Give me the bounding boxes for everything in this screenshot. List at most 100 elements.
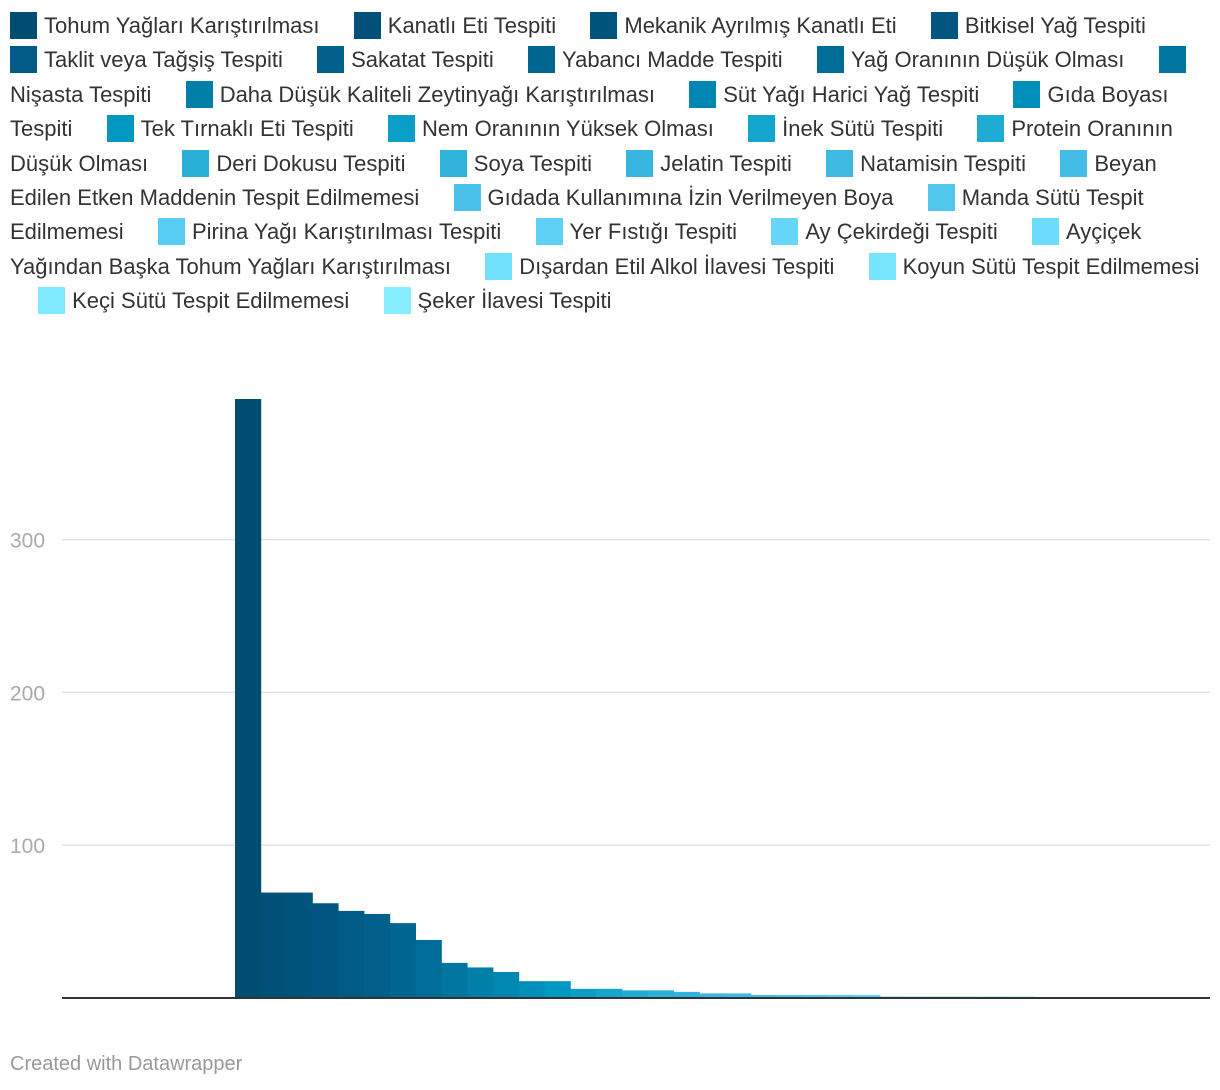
legend-swatch <box>1013 80 1041 108</box>
legend-swatch <box>927 184 955 212</box>
legend-label: Nişasta Tespiti <box>10 81 152 107</box>
credit-text: Created with Datawrapper <box>10 1053 243 1075</box>
legend-label: Jelatin Tespiti <box>660 150 792 176</box>
legend-swatch <box>826 149 854 177</box>
legend-item: Ay Çekirdeği Tespiti <box>771 218 998 246</box>
legend-swatch <box>10 12 37 39</box>
legend-label: Beyan Edilen Etken Maddenin Tespit Edilm… <box>10 150 1157 211</box>
legend-item: Sakatat Tespiti <box>317 46 494 74</box>
legend-swatch <box>185 80 213 108</box>
legend-item: Soya Tespiti <box>439 149 592 177</box>
legend-swatch <box>383 287 411 315</box>
bar <box>364 913 391 998</box>
legend-item: Dışardan Etil Alkol İlavesi Tespiti <box>485 252 835 280</box>
legend-item: Tek Tırnaklı Eti Tespiti <box>106 115 354 143</box>
legend-label: Taklit veya Tağşiş Tespiti <box>44 47 283 73</box>
legend-label: Koyun Sütü Tespit Edilmemesi <box>902 253 1200 279</box>
legend-label: Protein Oranının Düşük Olması <box>10 116 1173 176</box>
legend-item: Manda Sütü Tespit Edilmemesi <box>10 184 1144 245</box>
legend-item: Ayçiçek Yağından Başka Tohum Yağları Kar… <box>10 218 1141 279</box>
legend-label: Keçi Sütü Tespit Edilmemesi <box>72 288 350 314</box>
legend-label: Mekanik Ayrılmış Kanatlı Eti <box>624 13 897 38</box>
legend-swatch <box>453 184 481 212</box>
legend-item: İnek Sütü Tespiti <box>748 115 944 143</box>
legend-item: Protein Oranının Düşük Olması <box>10 115 1173 176</box>
legend-label: Tohum Yağları Karıştırılması <box>44 13 320 38</box>
legend-label: Soya Tespiti <box>473 150 592 176</box>
bar <box>673 991 700 998</box>
chart-legend: Tohum Yağları Karıştırılması Kanatlı Eti… <box>10 9 1205 319</box>
legend-label: Bitkisel Yağ Tespiti <box>964 13 1146 38</box>
legend-swatch <box>1031 218 1059 246</box>
legend-label: Gıda Boyası Tespiti <box>10 81 1169 142</box>
bar <box>312 903 339 998</box>
legend-item: Jelatin Tespiti <box>626 149 792 177</box>
legend-item: Süt Yağı Harici Yağ Tespiti <box>689 80 979 108</box>
legend-swatch <box>353 12 381 39</box>
legend-swatch <box>626 149 654 177</box>
y-tick-label: 300 <box>10 530 45 553</box>
bar <box>776 994 803 998</box>
legend-label: Ay Çekirdeği Tespiti <box>805 219 998 245</box>
legend-label: Yer Fıstığı Tespiti <box>569 219 738 245</box>
bar <box>854 994 881 998</box>
legend-swatch <box>977 115 1005 143</box>
legend-label: İnek Sütü Tespiti <box>782 116 944 142</box>
legend-label: Daha Düşük Kaliteli Zeytinyağı Karıştırı… <box>219 81 655 107</box>
legend-item: Tohum Yağları Karıştırılması <box>10 12 320 39</box>
y-tick-label: 100 <box>10 835 45 858</box>
legend-item: Gıdada Kullanımına İzin Verilmeyen Boya <box>453 184 894 212</box>
legend-label: Dışardan Etil Alkol İlavesi Tespiti <box>519 253 835 279</box>
legend-item: Yabancı Madde Tespiti <box>528 46 783 74</box>
legend-item: Pirina Yağı Karıştırılması Tespiti <box>157 218 502 246</box>
legend-item: Taklit veya Tağşiş Tespiti <box>10 46 283 74</box>
bar <box>544 981 571 998</box>
legend-swatch <box>106 115 134 143</box>
bar <box>699 993 726 998</box>
bar <box>751 994 778 998</box>
legend-item: Bitkisel Yağ Tespiti <box>930 12 1146 39</box>
bar <box>647 990 674 998</box>
legend-swatch <box>439 149 467 177</box>
legend-label: Pirina Yağı Karıştırılması Tespiti <box>191 219 502 245</box>
legend-label: Gıdada Kullanımına İzin Verilmeyen Boya <box>487 185 894 211</box>
legend-item: Keçi Sütü Tespit Edilmemesi <box>38 287 350 315</box>
legend-swatch <box>388 115 416 143</box>
y-tick-label: 200 <box>10 682 45 705</box>
legend-swatch <box>930 12 958 39</box>
legend-swatch <box>771 218 799 246</box>
legend-item: Deri Dokusu Tespiti <box>182 149 406 177</box>
legend-swatch <box>157 218 185 246</box>
bar <box>415 939 442 998</box>
legend-label: Sakatat Tespiti <box>351 47 494 73</box>
bar <box>570 988 597 998</box>
legend-swatch <box>689 80 717 108</box>
legend-swatch <box>748 115 776 143</box>
bar <box>493 972 520 998</box>
legend-swatch <box>38 287 66 315</box>
bar-chart: 100 200 300 <box>10 399 1210 999</box>
legend-swatch <box>1158 46 1186 74</box>
bar <box>467 967 494 998</box>
bar <box>338 910 365 998</box>
legend-item: Şeker İlavesi Tespiti <box>383 287 612 315</box>
legend-label: Natamisin Tespiti <box>860 150 1027 176</box>
legend-item: Natamisin Tespiti <box>826 149 1027 177</box>
legend-item: Yer Fıstığı Tespiti <box>535 218 738 246</box>
legend-item: Mekanik Ayrılmış Kanatlı Eti <box>590 12 897 39</box>
legend-item: Beyan Edilen Etken Maddenin Tespit Edilm… <box>10 149 1157 211</box>
legend-label: Kanatlı Eti Tespiti <box>387 13 557 38</box>
legend-swatch <box>535 218 563 246</box>
bar <box>235 399 262 998</box>
bar <box>802 994 829 998</box>
bar <box>725 993 752 998</box>
legend-label: Nem Oranının Yüksek Olması <box>422 116 714 142</box>
bar <box>518 981 545 998</box>
bar <box>260 892 287 998</box>
legend-label: Şeker İlavesi Tespiti <box>417 288 612 314</box>
bar <box>389 923 416 998</box>
legend-item: Daha Düşük Kaliteli Zeytinyağı Karıştırı… <box>185 80 655 108</box>
legend-swatch <box>182 149 210 177</box>
bar <box>622 990 649 998</box>
legend-label: Manda Sütü Tespit Edilmemesi <box>10 185 1144 245</box>
